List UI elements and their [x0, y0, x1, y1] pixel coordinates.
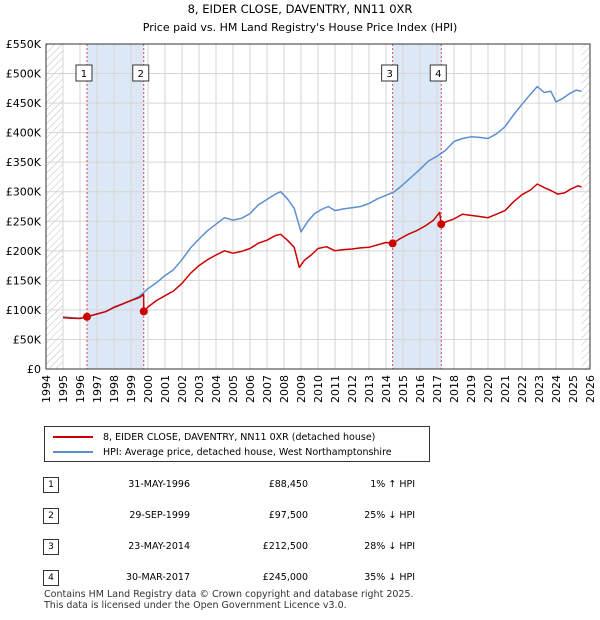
- sale-hpi-diff: 1% ↑ HPI: [370, 479, 415, 490]
- y-tick-label: £100K: [6, 304, 42, 317]
- footer-copyright: Contains HM Land Registry data © Crown c…: [44, 589, 414, 600]
- x-tick-label: 2022: [516, 375, 529, 403]
- x-tick-label: 2003: [193, 375, 206, 403]
- x-tick-label: 2023: [533, 375, 546, 403]
- x-tick-label: 1997: [91, 375, 104, 403]
- sale-price: £212,500: [262, 541, 308, 552]
- footer-license: This data is licensed under the Open Gov…: [44, 600, 347, 611]
- sale-index: 2: [43, 507, 59, 524]
- x-tick-label: 2004: [210, 375, 223, 403]
- legend-item-property: 8, EIDER CLOSE, DAVENTRY, NN11 0XR (deta…: [53, 430, 375, 444]
- sale-number-box: [429, 64, 447, 82]
- sale-price: £245,000: [262, 572, 308, 583]
- y-tick-label: £450K: [6, 97, 42, 110]
- y-tick-label: £150K: [6, 274, 42, 287]
- y-tick-label: £200K: [6, 245, 42, 258]
- x-tick-label: 2005: [227, 375, 240, 403]
- y-tick-label: £550K: [6, 38, 42, 51]
- x-tick-label: 2019: [465, 375, 478, 403]
- x-tick-label: 2013: [363, 375, 376, 403]
- ownership-band: [86, 44, 144, 369]
- chart-subtitle: Price paid vs. HM Land Registry's House …: [143, 21, 458, 34]
- x-tick-label: 2002: [176, 375, 189, 403]
- chart-title: 8, EIDER CLOSE, DAVENTRY, NN11 0XR: [188, 2, 413, 16]
- x-tick-label: 2012: [346, 375, 359, 403]
- x-tick-label: 1999: [125, 375, 138, 403]
- sale-number-label: 2: [138, 69, 144, 80]
- x-tick-label: 2026: [584, 375, 597, 403]
- legend: 8, EIDER CLOSE, DAVENTRY, NN11 0XR (deta…: [44, 426, 430, 462]
- y-tick-label: £350K: [6, 156, 42, 169]
- x-tick-label: 1998: [108, 375, 121, 403]
- x-tick-label: 2001: [159, 375, 172, 403]
- x-tick-label: 1994: [40, 375, 53, 403]
- x-tick-label: 2024: [550, 375, 563, 403]
- sale-number-label: 1: [81, 69, 87, 80]
- sale-number-box: [132, 64, 150, 82]
- table-row: 2 29-SEP-1999 £97,500 25% ↓ HPI: [42, 500, 415, 531]
- ownership-band: [392, 44, 442, 369]
- x-tick-label: 1996: [74, 375, 87, 403]
- sale-number-box: [75, 64, 93, 82]
- hatched-region: [46, 44, 63, 369]
- x-tick-label: 2000: [142, 375, 155, 403]
- legend-swatch-property: [53, 436, 93, 438]
- x-tick-label: 2007: [261, 375, 274, 403]
- x-tick-label: 2015: [397, 375, 410, 403]
- y-tick-label: £50K: [13, 333, 42, 346]
- sale-date: 23-MAY-2014: [128, 541, 190, 552]
- table-row: 1 31-MAY-1996 £88,450 1% ↑ HPI: [42, 469, 415, 500]
- footer: Contains HM Land Registry data © Crown c…: [44, 589, 414, 611]
- sale-hpi-diff: 25% ↓ HPI: [364, 510, 415, 521]
- x-tick-label: 2017: [431, 375, 444, 403]
- sales-table: 1 31-MAY-1996 £88,450 1% ↑ HPI 2 29-SEP-…: [42, 469, 415, 593]
- hatched-region: [581, 44, 590, 369]
- sale-point: [139, 307, 148, 316]
- hpi-line: [62, 85, 582, 319]
- plot-frame: [45, 43, 591, 370]
- y-tick-label: £250K: [6, 215, 42, 228]
- sale-index: 4: [43, 569, 59, 586]
- legend-swatch-hpi: [53, 451, 93, 453]
- x-tick-label: 2008: [278, 375, 291, 403]
- sale-hpi-diff: 28% ↓ HPI: [364, 541, 415, 552]
- y-tick-label: £0: [27, 363, 41, 376]
- sale-number-label: 3: [386, 69, 392, 80]
- x-tick-label: 2021: [499, 375, 512, 403]
- sale-price: £88,450: [268, 479, 308, 490]
- sale-index: 1: [43, 476, 59, 493]
- sale-point: [388, 239, 397, 248]
- sale-date: 29-SEP-1999: [129, 510, 190, 521]
- y-tick-label: £500K: [6, 68, 42, 81]
- sale-hpi-diff: 35% ↓ HPI: [364, 572, 415, 583]
- y-tick-label: £300K: [6, 186, 42, 199]
- legend-label-hpi: HPI: Average price, detached house, West…: [103, 446, 392, 458]
- x-tick-label: 2010: [312, 375, 325, 403]
- sale-number-box: [381, 64, 399, 82]
- table-row: 3 23-MAY-2014 £212,500 28% ↓ HPI: [42, 531, 415, 562]
- sale-point: [437, 220, 446, 229]
- sale-point: [82, 312, 91, 321]
- x-tick-label: 2006: [244, 375, 257, 403]
- x-tick-label: 2016: [414, 375, 427, 403]
- table-row: 4 30-MAR-2017 £245,000 35% ↓ HPI: [42, 562, 415, 593]
- x-tick-label: 2020: [482, 375, 495, 403]
- legend-item-hpi: HPI: Average price, detached house, West…: [53, 445, 392, 459]
- x-tick-label: 2018: [448, 375, 461, 403]
- sale-price: £97,500: [268, 510, 308, 521]
- price-chart: 8, EIDER CLOSE, DAVENTRY, NN11 0XR Price…: [6, 2, 597, 403]
- sale-index: 3: [43, 538, 59, 555]
- x-tick-label: 2011: [329, 375, 342, 403]
- x-tick-label: 2025: [567, 375, 580, 403]
- x-tick-label: 1995: [57, 375, 70, 403]
- sale-date: 31-MAY-1996: [128, 479, 190, 490]
- x-tick-label: 2014: [380, 375, 393, 403]
- x-tick-label: 2009: [295, 375, 308, 403]
- y-tick-label: £400K: [6, 127, 42, 140]
- sale-date: 30-MAR-2017: [125, 572, 190, 583]
- legend-label-property: 8, EIDER CLOSE, DAVENTRY, NN11 0XR (deta…: [103, 431, 376, 443]
- sale-number-label: 4: [435, 69, 441, 80]
